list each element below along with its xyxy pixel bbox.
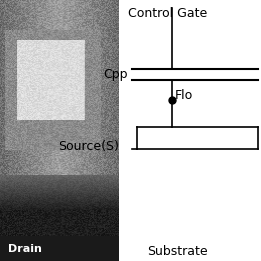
Text: Drain: Drain [8,244,42,254]
Text: Source(S): Source(S) [58,140,119,153]
Text: Control Gate: Control Gate [128,7,207,20]
Text: Flo: Flo [175,89,193,102]
Bar [0,236,119,261]
Text: Substrate: Substrate [147,245,208,258]
Text: Cpp: Cpp [103,68,128,81]
